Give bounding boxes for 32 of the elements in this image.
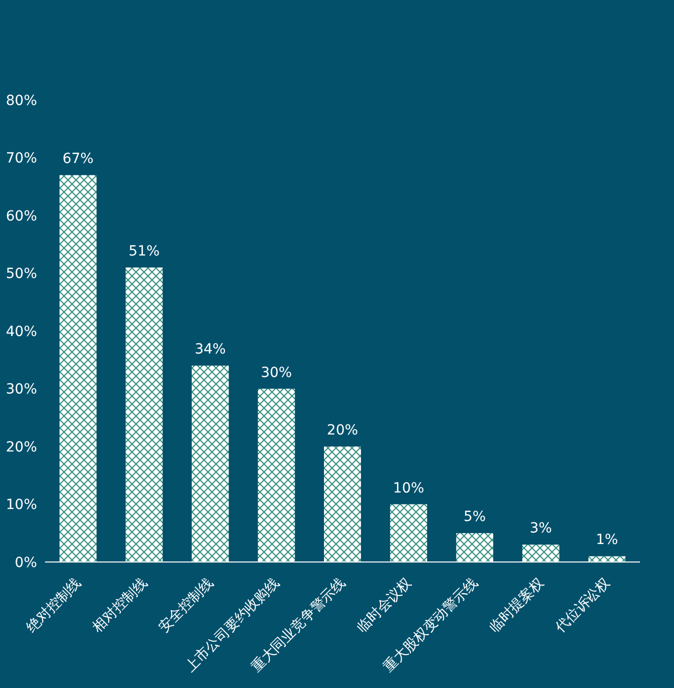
y-tick-label: 60%: [6, 208, 37, 224]
y-tick-label: 50%: [6, 266, 37, 282]
data-label: 51%: [128, 243, 160, 260]
data-label: 30%: [260, 364, 292, 381]
y-tick-label: 0%: [14, 554, 37, 571]
y-tick-label: 10%: [6, 497, 37, 514]
bar: [258, 388, 295, 562]
x-tick-label: 绝对控制线: [24, 575, 84, 636]
x-tick-label: 临时提案权: [486, 574, 548, 636]
data-label: 1%: [596, 532, 618, 548]
y-tick-label: 40%: [6, 324, 37, 340]
data-label: 67%: [62, 151, 94, 168]
y-tick-label: 80%: [6, 92, 37, 109]
data-label: 10%: [393, 480, 424, 496]
x-tick-label: 代位诉讼权: [552, 575, 614, 637]
data-label: 3%: [530, 520, 552, 537]
bar: [192, 366, 229, 562]
data-label: 5%: [464, 509, 486, 526]
x-tick-label: 相对控制线: [90, 575, 151, 636]
bar: [522, 544, 560, 562]
bar: [390, 504, 428, 562]
bar: [60, 175, 97, 562]
data-label: 20%: [326, 422, 358, 438]
y-tick-label: 70%: [6, 150, 37, 167]
bar: [588, 556, 626, 562]
x-tick-label: 临时会议权: [354, 575, 415, 636]
bar: [126, 267, 163, 562]
bar: [324, 446, 361, 562]
y-tick-label: 30%: [6, 382, 37, 398]
y-tick-label: 20%: [6, 439, 37, 456]
data-label: 34%: [194, 342, 226, 358]
bar: [456, 533, 494, 562]
